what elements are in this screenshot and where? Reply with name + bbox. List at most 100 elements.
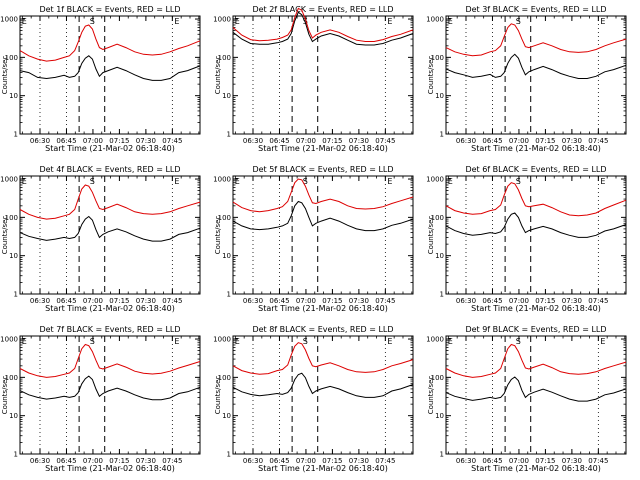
marker-label-e: E [22, 337, 27, 346]
marker-label-e: E [448, 177, 453, 186]
y-tick-label: 1000 [213, 16, 231, 24]
panel-det-label: Det 1f [39, 5, 66, 14]
y-axis-label: Counts/sec [1, 376, 9, 415]
x-tick-label: 06:30 [456, 457, 476, 465]
y-tick-label: 10 [435, 412, 444, 420]
panel-5: Det 5f BLACK = Events, RED = LLD E S E 1 10 10… [213, 165, 414, 313]
y-tick-label: 10 [9, 412, 18, 420]
panel-det-label: Det 5f [252, 165, 279, 174]
panel-det-label: Det 7f [39, 325, 66, 334]
panel-title: Det 3f BLACK = Events, RED = LLD [465, 5, 606, 14]
y-tick-label: 1000 [426, 336, 444, 344]
x-tick-label: 07:30 [562, 457, 582, 465]
x-tick-label: 07:45 [375, 297, 395, 305]
y-tick-label: 1000 [0, 336, 18, 344]
marker-label-s: S [516, 337, 521, 346]
plot-frame [232, 175, 414, 295]
x-tick-label: 07:45 [162, 137, 182, 145]
y-tick-label: 1 [14, 131, 18, 139]
lld-series-line [232, 7, 414, 42]
x-tick-label: 07:30 [136, 297, 156, 305]
lld-series-line [445, 343, 627, 378]
panel-title: Det 8f BLACK = Events, RED = LLD [252, 325, 393, 334]
plot-frame [232, 15, 414, 135]
x-tick-label: 07:30 [562, 297, 582, 305]
marker-label-s: S [516, 17, 521, 26]
x-tick-label: 07:00 [509, 297, 529, 305]
marker-label-e: E [235, 177, 240, 186]
marker-label-e: E [600, 177, 605, 186]
x-tick-label: 07:00 [296, 297, 316, 305]
y-tick-label: 1000 [0, 16, 18, 24]
x-tick-label: 07:30 [562, 137, 582, 145]
x-tick-label: 07:15 [535, 137, 555, 145]
lld-series-line [445, 23, 627, 57]
y-tick-label: 100 [218, 374, 231, 382]
y-tick-label: 10 [435, 92, 444, 100]
x-tick-label: 06:30 [30, 297, 50, 305]
x-tick-label: 07:15 [535, 297, 555, 305]
marker-label-s: S [90, 337, 95, 346]
x-tick-label: 07:45 [588, 297, 608, 305]
y-tick-label: 100 [5, 374, 18, 382]
y-tick-label: 10 [9, 92, 18, 100]
panel-title: Det 7f BLACK = Events, RED = LLD [39, 325, 180, 334]
x-tick-label: 07:00 [509, 137, 529, 145]
events-series-line [232, 11, 414, 46]
y-tick-label: 100 [218, 54, 231, 62]
marker-label-e: E [22, 177, 27, 186]
y-tick-label: 100 [431, 54, 444, 62]
y-tick-label: 100 [5, 54, 18, 62]
plot-frame [19, 335, 201, 455]
marker-label-e: E [387, 177, 392, 186]
x-axis-label: Start Time (21-Mar-02 06:18:40) [258, 304, 388, 313]
y-tick-label: 1 [14, 291, 18, 299]
y-tick-label: 10 [222, 92, 231, 100]
x-tick-label: 06:45 [482, 297, 502, 305]
panel-title-suffix: BLACK = Events, RED = LLD [280, 5, 394, 14]
x-tick-label: 06:30 [243, 457, 263, 465]
marker-label-e: E [448, 17, 453, 26]
y-axis-label: Counts/sec [427, 216, 435, 255]
panel-6: Det 6f BLACK = Events, RED = LLD E S E 1 10 10… [426, 165, 627, 313]
x-tick-label: 06:45 [269, 297, 289, 305]
x-tick-label: 06:30 [30, 457, 50, 465]
x-tick-label: 07:00 [83, 137, 103, 145]
lld-series-line [19, 24, 201, 62]
y-tick-label: 1000 [426, 176, 444, 184]
marker-label-s: S [303, 177, 308, 186]
lld-series-line [232, 178, 414, 213]
y-tick-label: 1 [227, 131, 231, 139]
y-tick-label: 1 [440, 131, 444, 139]
panel-8: Det 8f BLACK = Events, RED = LLD E S E 1 10 10… [213, 325, 414, 473]
x-tick-label: 06:45 [269, 457, 289, 465]
x-axis-label: Start Time (21-Mar-02 06:18:40) [45, 304, 175, 313]
panel-title: Det 4f BLACK = Events, RED = LLD [39, 165, 180, 174]
y-tick-label: 100 [431, 214, 444, 222]
panel-title: Det 9f BLACK = Events, RED = LLD [465, 325, 606, 334]
plot-frame [232, 335, 414, 455]
x-tick-label: 06:45 [56, 137, 76, 145]
y-tick-label: 1 [227, 291, 231, 299]
marker-label-e: E [22, 17, 27, 26]
panel-title-suffix: BLACK = Events, RED = LLD [493, 325, 607, 334]
y-axis-label: Counts/sec [214, 56, 222, 95]
events-series-line [232, 200, 414, 232]
y-axis-label: Counts/sec [214, 216, 222, 255]
y-tick-label: 1000 [426, 16, 444, 24]
panel-title-suffix: BLACK = Events, RED = LLD [67, 5, 181, 14]
marker-label-e: E [600, 337, 605, 346]
lld-series-line [445, 182, 627, 217]
x-tick-label: 07:30 [349, 457, 369, 465]
events-series-line [232, 372, 414, 398]
x-tick-label: 07:00 [509, 457, 529, 465]
y-tick-label: 1000 [213, 176, 231, 184]
panel-det-label: Det 6f [465, 165, 492, 174]
x-tick-label: 07:15 [109, 297, 129, 305]
x-tick-label: 06:45 [56, 297, 76, 305]
marker-label-e: E [600, 17, 605, 26]
panel-det-label: Det 2f [252, 5, 279, 14]
events-series-line [19, 55, 201, 81]
